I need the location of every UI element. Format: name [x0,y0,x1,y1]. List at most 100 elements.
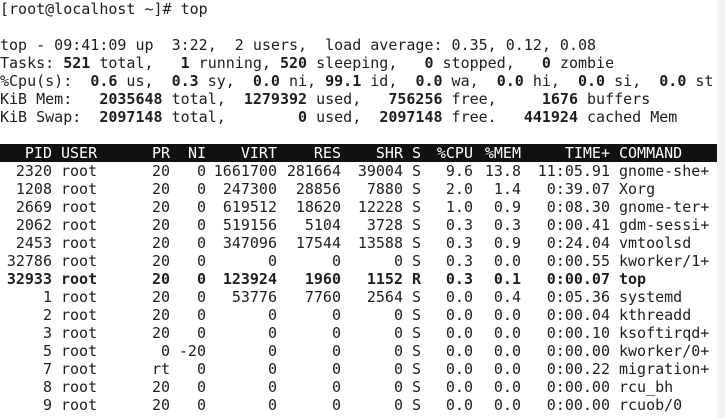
cell-command: systemd [619,288,683,306]
summary-text: KiB Mem: [0,90,100,108]
cell-time: 0:00.41 [546,216,610,234]
cell-res: 0 [331,360,341,378]
cell-res: 0 [331,306,341,324]
cell-time: 0:00.10 [546,324,610,342]
cell-shr: 0 [393,252,403,270]
cell-pid: 1208 [15,180,52,198]
cell-res: 0 [331,378,341,396]
summary-value: 521 [63,54,91,72]
cell-state: R [412,270,422,288]
summary-text: %Cpu(s): [0,72,91,90]
cell-user: root [61,342,98,360]
cell-mem: 0.0 [493,396,521,414]
cell-res: 5104 [304,216,341,234]
summary-value: 1 [180,54,190,72]
cell-virt: 1661700 [213,162,277,180]
cell-virt: 619512 [222,198,277,216]
header-cpu: %CPU [436,144,473,162]
cell-mem: 0.0 [493,360,521,378]
summary-text: running, [189,54,280,72]
cell-res: 7760 [304,288,341,306]
cell-mem: 0.4 [493,288,521,306]
cell-shr: 0 [393,342,403,360]
cell-state: S [412,396,422,414]
cell-virt: 0 [267,324,277,342]
cell-virt: 0 [267,306,277,324]
cell-ni: 0 [196,270,206,288]
cell-pid: 2453 [15,234,52,252]
cell-ni: 0 [196,306,206,324]
cell-state: S [412,180,422,198]
cell-cpu: 0.0 [445,306,473,324]
cell-shr: 7880 [366,180,403,198]
header-ni: NI [187,144,206,162]
cell-cpu: 9.6 [445,162,473,180]
cell-pid: 32933 [6,270,52,288]
cell-command: vmtoolsd [619,234,692,252]
summary-value: 0.0 [659,72,687,90]
summary-text: buffers [578,90,651,108]
cell-ni: 0 [196,216,206,234]
cell-cpu: 0.3 [445,234,473,252]
cell-cpu: 0.0 [445,342,473,360]
summary-text: total, [90,54,181,72]
cell-pid: 2669 [15,198,52,216]
cell-mem: 0.0 [493,342,521,360]
summary-text: free. [442,108,524,126]
cell-cpu: 0.0 [445,396,473,414]
cell-ni: -20 [178,342,206,360]
summary-text: free, [442,90,542,108]
summary-text: si, [605,72,660,90]
cell-pid: 8 [42,378,52,396]
cell-pid: 3 [42,324,52,342]
summary-text: total, [162,108,299,126]
summary-value: 2097148 [99,108,163,126]
cell-cpu: 0.3 [445,270,473,288]
cell-ni: 0 [196,396,206,414]
summary-value: 0.0 [415,72,443,90]
summary-line: Tasks: 521 total, 1 running, 520 sleepin… [0,54,614,72]
cell-time: 0:05.36 [546,288,610,306]
summary-text: us, [117,72,172,90]
cell-pr: 20 [151,234,170,252]
cell-state: S [412,378,422,396]
cell-virt: 0 [267,342,277,360]
cell-shr: 1152 [366,270,403,288]
cell-shr: 0 [393,396,403,414]
summary-text: ni, [279,72,326,90]
summary-text: stopped, [433,54,542,72]
cell-virt: 0 [267,252,277,270]
summary-text: st [686,72,714,90]
cell-ni: 0 [196,162,206,180]
cell-shr: 0 [393,360,403,378]
summary-value: 0 [424,54,434,72]
cell-command: gnome-she+ [619,162,710,180]
cell-res: 18620 [295,198,341,216]
cell-pid: 9 [42,396,52,414]
cell-state: S [412,234,422,252]
header-pid: PID [24,144,52,162]
cell-pid: 2062 [15,216,52,234]
cell-state: S [412,324,422,342]
cell-time: 0:00.07 [546,270,610,288]
summary-text: sy, [198,72,253,90]
summary-value: 0.0 [496,72,524,90]
window-edge [717,0,725,418]
cell-shr: 0 [393,306,403,324]
cell-user: root [61,252,98,270]
summary-value: 0.6 [90,72,118,90]
cell-shr: 13588 [357,234,403,252]
header-user: USER [61,144,98,162]
cell-shr: 12228 [357,198,403,216]
cell-time: 11:05.91 [537,162,610,180]
cell-virt: 247300 [222,180,277,198]
cell-cpu: 0.0 [445,378,473,396]
cell-virt: 0 [267,378,277,396]
cell-virt: 347096 [222,234,277,252]
header-res: RES [313,144,341,162]
cell-mem: 0.0 [493,252,521,270]
summary-text: wa, [442,72,497,90]
cell-mem: 0.9 [493,198,521,216]
cell-pid: 7 [42,360,52,378]
cell-state: S [412,360,422,378]
